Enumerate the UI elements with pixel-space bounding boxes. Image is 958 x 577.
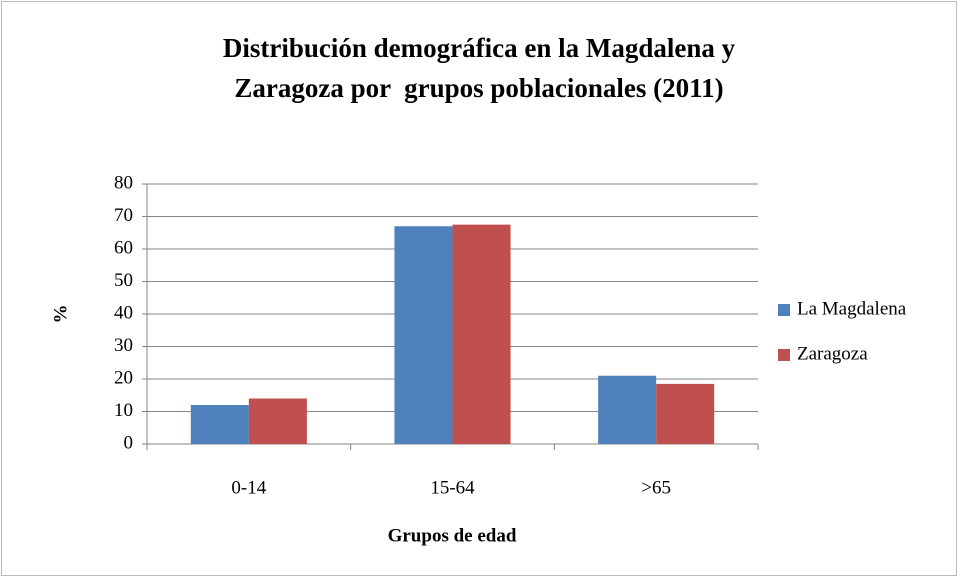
- legend-swatch: [778, 349, 790, 361]
- legend-label: La Magdalena: [797, 298, 907, 319]
- y-axis-label: %: [50, 305, 71, 324]
- bar: [190, 405, 249, 444]
- legend-swatch: [778, 304, 790, 316]
- y-tick-label: 80: [114, 172, 133, 193]
- y-tick-label: 70: [114, 205, 133, 226]
- y-tick-label: 30: [114, 335, 133, 356]
- bar: [394, 226, 453, 444]
- x-axis-label: Grupos de edad: [388, 525, 517, 546]
- x-tick-label: 0-14: [231, 477, 266, 498]
- x-tick-label: >65: [641, 477, 671, 498]
- x-tick-label: 15-64: [430, 477, 475, 498]
- chart-title: Distribución demográfica en la Magdalena…: [222, 33, 736, 103]
- y-tick-label: 40: [114, 302, 133, 323]
- y-tick-label: 50: [114, 270, 133, 291]
- y-tick-label: 20: [114, 367, 133, 388]
- legend-label: Zaragoza: [797, 343, 868, 364]
- y-tick-label: 10: [114, 400, 133, 421]
- y-tick-label: 60: [114, 237, 133, 258]
- bar: [248, 398, 307, 444]
- y-tick-label: 0: [124, 432, 134, 453]
- bar: [598, 375, 657, 444]
- bar: [656, 383, 715, 444]
- bar: [452, 224, 511, 444]
